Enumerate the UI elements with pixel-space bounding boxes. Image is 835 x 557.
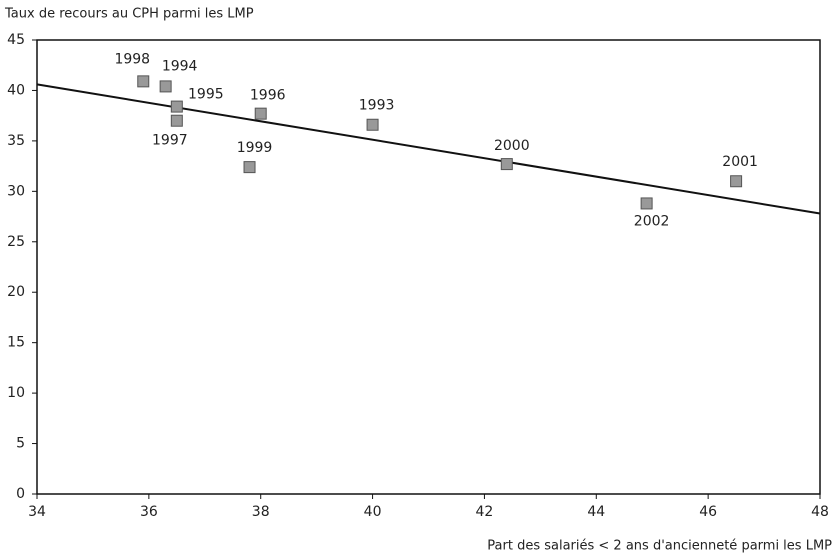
point	[640, 197, 653, 210]
point-label: 1998	[114, 51, 150, 67]
x-axis-title: Part des salariés < 2 ans d'ancienneté p…	[487, 539, 832, 554]
point	[137, 75, 150, 88]
y-tick-label: 5	[16, 436, 25, 452]
point-label: 1999	[237, 140, 273, 156]
point	[254, 107, 267, 120]
y-tick-label: 10	[7, 385, 25, 401]
x-tick-label: 42	[476, 504, 494, 520]
point-label: 1995	[188, 87, 224, 103]
y-axis-title: Taux de recours au CPH parmi les LMP	[4, 7, 254, 22]
point-label: 2001	[722, 154, 758, 170]
y-tick-label: 35	[7, 133, 25, 149]
point	[170, 100, 183, 113]
point	[366, 118, 379, 131]
y-tick-label: 0	[16, 486, 25, 502]
x-tick-label: 44	[587, 504, 605, 520]
point	[159, 80, 172, 93]
point	[500, 158, 513, 171]
y-tick-label: 20	[7, 284, 25, 300]
point	[170, 114, 183, 127]
x-tick-label: 34	[28, 504, 46, 520]
point-label: 2000	[494, 138, 530, 154]
y-tick-label: 15	[7, 335, 25, 351]
point	[243, 161, 256, 174]
trend-line	[36, 83, 821, 215]
point-label: 2002	[634, 213, 670, 229]
y-tick-label: 40	[7, 82, 25, 98]
x-tick-label: 40	[364, 504, 382, 520]
x-tick-label: 46	[699, 504, 717, 520]
y-tick-label: 45	[7, 32, 25, 48]
point-label: 1996	[250, 88, 286, 104]
y-tick-label: 30	[7, 183, 25, 199]
plot-frame	[36, 39, 821, 495]
x-tick-label: 36	[140, 504, 158, 520]
point-label: 1993	[359, 98, 395, 114]
point-label: 1994	[162, 58, 198, 74]
point-label: 1997	[152, 133, 188, 149]
y-tick-label: 25	[7, 234, 25, 250]
point	[730, 175, 743, 188]
x-tick-label: 48	[811, 504, 829, 520]
x-tick-label: 38	[252, 504, 270, 520]
